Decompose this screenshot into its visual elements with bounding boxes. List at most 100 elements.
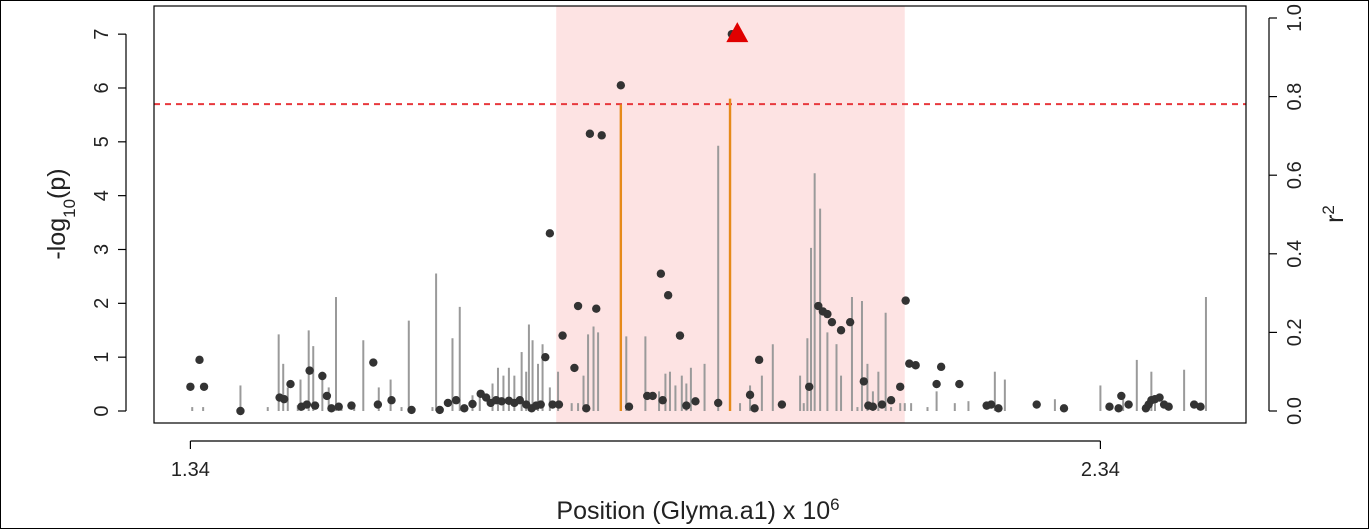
snp-point: [327, 404, 336, 413]
y-tick-label: 6: [91, 82, 113, 93]
snp-point: [656, 269, 666, 278]
snp-point: [805, 382, 814, 391]
snp-point: [554, 400, 564, 409]
snp-point: [682, 401, 691, 410]
snp-point: [823, 309, 832, 319]
snp-point: [286, 379, 295, 389]
snp-point: [936, 362, 946, 372]
y2-tick-label: 0.2: [1284, 318, 1306, 346]
lead-snp-triangle: [726, 22, 749, 43]
snp-point: [541, 352, 550, 362]
snp-point: [573, 301, 583, 311]
snp-point: [750, 404, 759, 413]
snp-point: [195, 355, 204, 365]
y-tick-label: 4: [91, 190, 113, 201]
snp-point: [955, 379, 964, 389]
snp-point: [691, 397, 700, 406]
y-axis-title-suffix: (p): [43, 168, 71, 199]
y-tick-label: 0: [91, 405, 113, 416]
snp-point: [592, 304, 601, 313]
plot-frame: [153, 5, 1247, 424]
snp-point: [859, 377, 868, 386]
snp-point: [435, 405, 444, 415]
y2-tick-label: 0.0: [1284, 397, 1306, 425]
y-tick-label: 2: [91, 298, 113, 309]
snp-point: [582, 404, 591, 413]
snp-point: [932, 379, 941, 389]
snp-point: [836, 326, 846, 335]
y2-tick-label: 0.8: [1284, 83, 1306, 111]
x-axis-title: Position (Glyma.a1) x 106: [556, 495, 839, 526]
y2-tick-label: 0.6: [1284, 161, 1306, 189]
snp-point: [745, 390, 755, 400]
snp-point: [548, 400, 557, 409]
snp-point: [310, 401, 320, 410]
snp-point: [373, 400, 383, 409]
snp-point: [387, 396, 396, 405]
snp-point: [868, 402, 878, 411]
snp-point: [886, 396, 896, 405]
y2-axis-title-sup: 2: [1319, 205, 1338, 214]
y-axis-title-sub: 10: [60, 199, 79, 218]
snp-point: [305, 366, 314, 375]
snp-point: [186, 382, 195, 391]
y-tick-label: 7: [91, 29, 113, 40]
snp-point: [1117, 391, 1126, 401]
x-tick-label: 1.34: [171, 459, 210, 481]
snp-point: [624, 402, 634, 411]
snp-point: [714, 398, 723, 408]
snp-point: [901, 296, 910, 305]
snp-point: [994, 404, 1003, 413]
snp-point: [451, 396, 461, 405]
snp-point: [279, 394, 289, 404]
snp-point: [318, 371, 327, 381]
snp-point: [1155, 393, 1164, 402]
snp-point: [777, 400, 787, 409]
y-tick-label: 5: [91, 136, 113, 147]
lead-snp-layer: [726, 22, 749, 43]
snp-point: [1124, 400, 1133, 409]
y2-tick-label: 0.4: [1284, 240, 1306, 268]
snp-point: [1114, 404, 1123, 413]
snp-point: [754, 355, 764, 365]
x-tick-label: 2.34: [1081, 459, 1120, 481]
y-tick-label: 3: [91, 244, 113, 255]
snp-point: [905, 359, 914, 368]
snp-point: [322, 391, 332, 401]
snp-point: [911, 361, 920, 370]
snp-point: [1189, 400, 1199, 409]
snp-point: [1032, 400, 1041, 409]
snp-point: [827, 317, 837, 327]
points-layer: [186, 29, 1205, 416]
snp-point: [987, 400, 996, 409]
snp-point: [845, 317, 855, 327]
snp-point: [896, 382, 905, 391]
snp-point: [443, 398, 453, 408]
snp-point: [648, 391, 657, 401]
snp-point: [597, 131, 606, 140]
snp-point: [407, 405, 416, 415]
snp-point: [877, 400, 887, 409]
snp-point: [1105, 402, 1114, 411]
snp-point: [460, 404, 469, 413]
y-axis-title-prefix: -log: [43, 218, 71, 260]
snp-point: [616, 81, 626, 90]
y2-axis-title-text: r: [1321, 215, 1349, 223]
snp-point: [663, 291, 673, 300]
snp-point: [369, 358, 378, 367]
y-axis-title: -log10(p): [43, 168, 79, 259]
snp-point: [658, 396, 667, 405]
snp-point: [536, 400, 545, 409]
y-tick-label: 1: [91, 352, 113, 363]
snp-point: [302, 400, 312, 409]
snp-point: [675, 331, 685, 340]
snp-point: [570, 363, 579, 373]
snp-point: [515, 396, 525, 405]
snp-point: [236, 406, 245, 416]
snp-point: [334, 402, 343, 411]
snp-point: [545, 229, 555, 238]
snp-point: [468, 399, 477, 409]
axes-layer: 0 1 2 3 4 5 6 7 0.0 0.2 0.4 0.6 0.8 1.0 1.34 2.34: [91, 4, 1306, 481]
